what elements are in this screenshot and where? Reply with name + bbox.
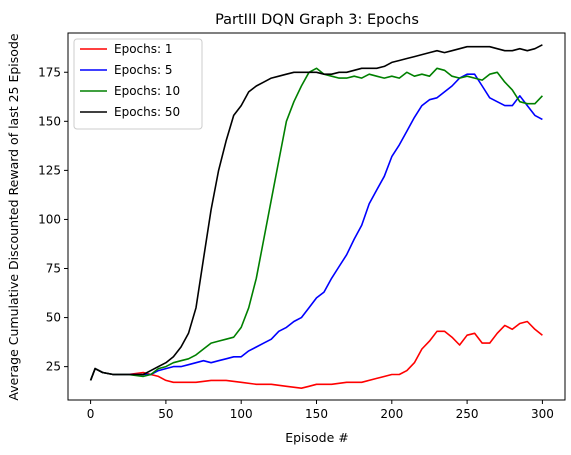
y-tick-label: 125 [38,163,61,177]
chart-title: PartIII DQN Graph 3: Epochs [215,12,419,28]
series-line-2 [89,73,543,381]
legend-label-3: Epochs: 10 [114,84,180,98]
y-axis-title: Average Cumulative Discounted Reward of … [6,33,21,400]
x-tick-label: 100 [230,407,253,421]
x-tick-label: 300 [531,407,554,421]
y-tick-label: 75 [46,262,61,276]
series-line-4 [89,44,543,381]
legend: Epochs: 1 Epochs: 5 Epochs: 10 Epochs: 50 [73,38,203,130]
legend-label-2: Epochs: 5 [114,63,173,77]
x-tick-label: 200 [380,407,403,421]
y-tick-label: 150 [38,114,61,128]
x-tick-label: 150 [305,407,328,421]
series-lines [89,44,543,390]
y-tick-label: 50 [46,311,61,325]
series-line-1 [89,320,543,390]
legend-label-1: Epochs: 1 [114,42,173,56]
x-tick-label: 250 [456,407,479,421]
legend-label-4: Epochs: 50 [114,105,180,119]
x-tick-label: 0 [87,407,95,421]
y-tick-label: 100 [38,212,61,226]
y-axis: 25 50 75 100 125 150 175 [38,65,68,374]
y-tick-label: 25 [46,360,61,374]
x-axis: 0 50 100 150 200 250 300 [87,400,554,421]
legend-frame [73,38,203,130]
x-tick-label: 50 [158,407,173,421]
y-tick-label: 175 [38,65,61,79]
x-axis-title: Episode # [285,430,349,445]
